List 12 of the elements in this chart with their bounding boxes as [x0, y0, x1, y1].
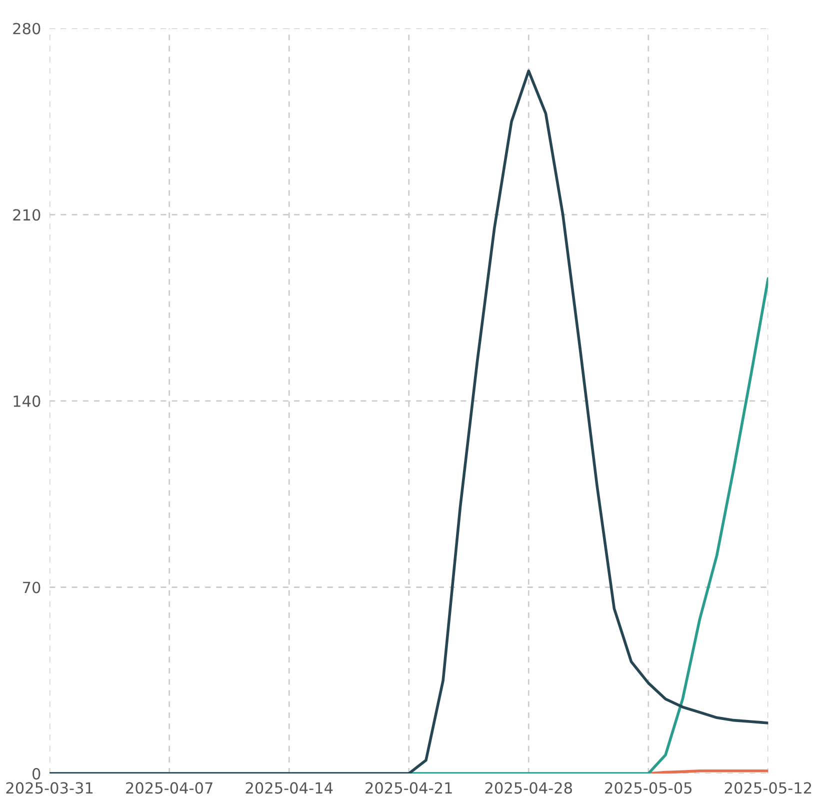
x-tick-label: 2025-04-28 [485, 782, 572, 794]
x-tick-label: 2025-05-12 [724, 782, 812, 794]
x-tick-label: 2025-04-14 [246, 782, 333, 794]
y-tick-label: 280 [13, 22, 40, 34]
x-tick-label: 2025-05-05 [605, 782, 692, 794]
y-tick-label: 140 [14, 395, 40, 407]
x-tick-label: 2025-04-21 [366, 782, 452, 794]
x-tick-label: 2025-03-31 [6, 782, 93, 794]
y-tick-label: 0 [32, 768, 40, 780]
y-tick-label: 70 [23, 582, 40, 594]
y-tick-label: 210 [13, 209, 40, 221]
x-tick-label: 2025-04-07 [126, 782, 212, 794]
